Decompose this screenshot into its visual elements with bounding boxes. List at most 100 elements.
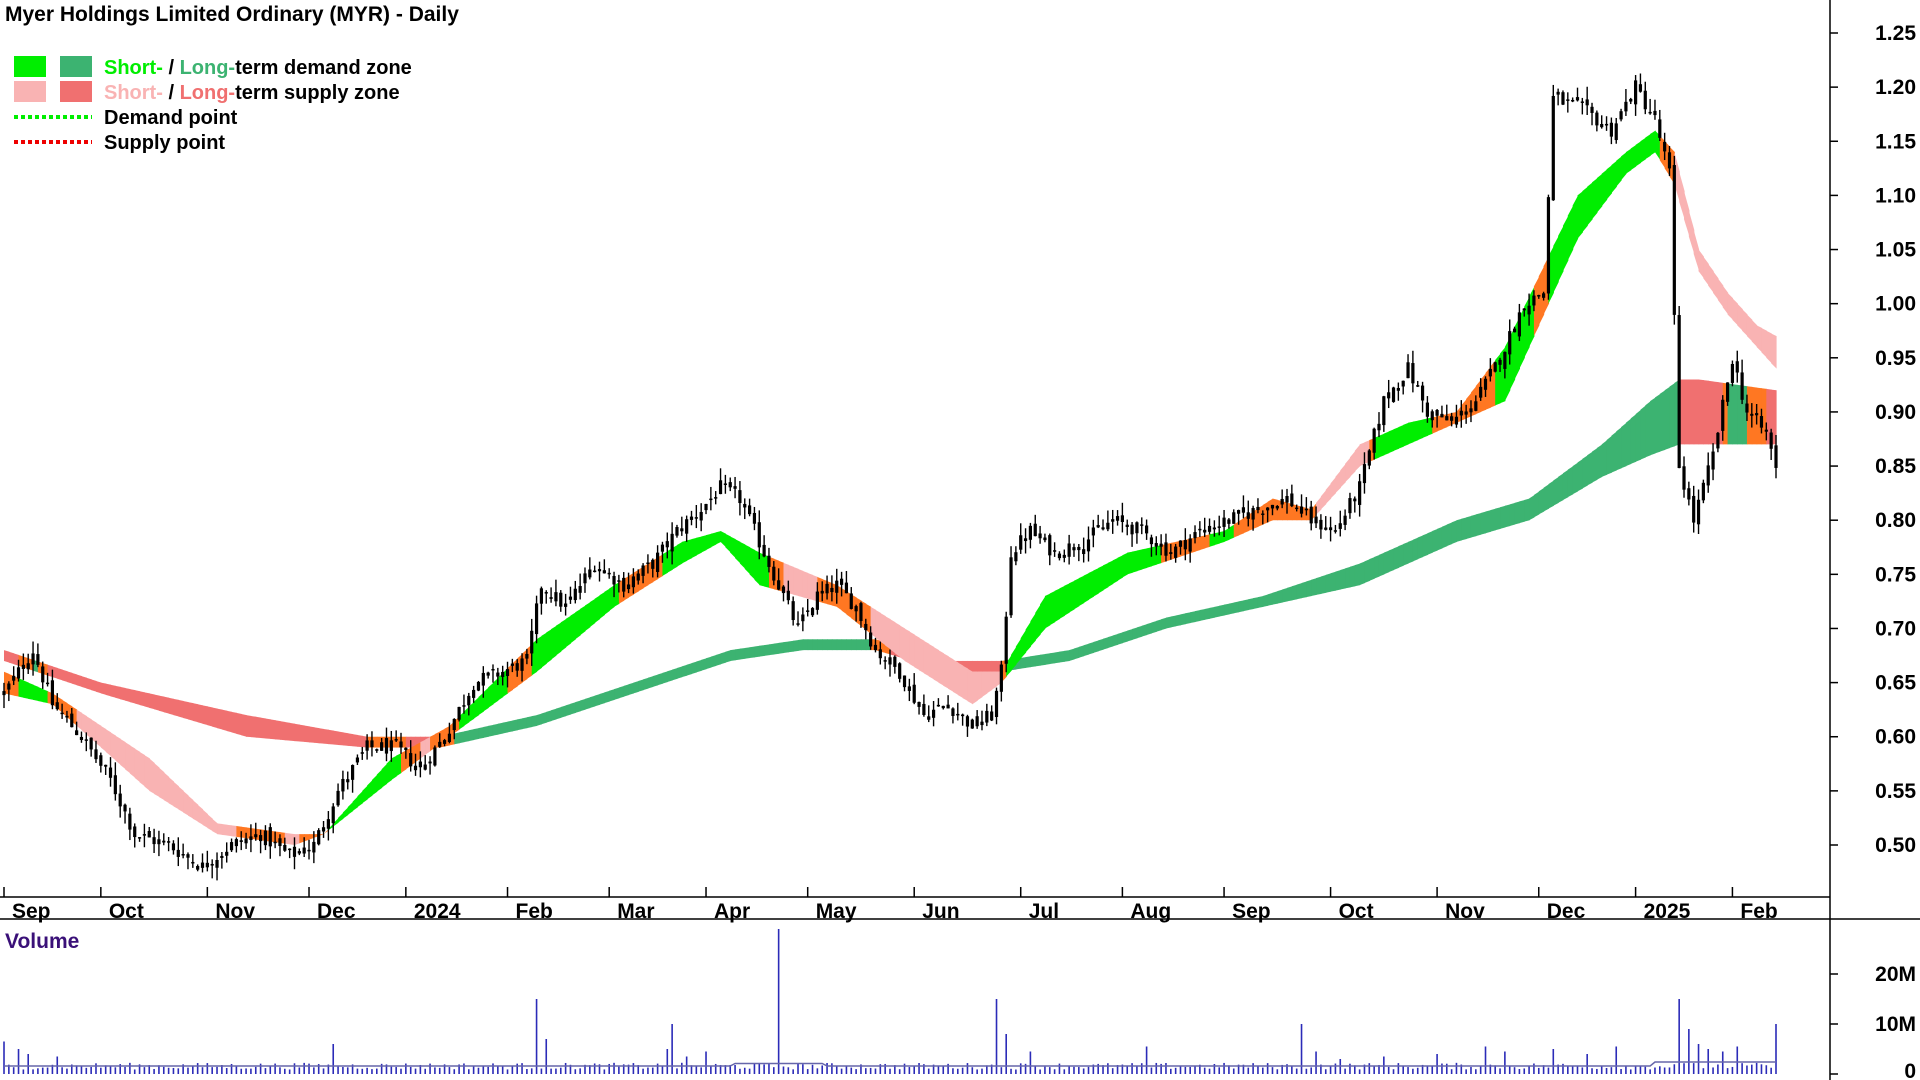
long-term-zone-band — [1596, 444, 1603, 480]
legend-swatch-short — [14, 81, 46, 102]
long-term-zone-band — [584, 697, 591, 710]
long-term-zone-band — [497, 722, 504, 735]
candle-body — [1769, 432, 1773, 449]
long-term-zone-band — [492, 723, 499, 736]
long-term-zone-band — [1388, 548, 1395, 573]
candle-body — [1600, 124, 1604, 128]
candle-body — [404, 747, 408, 751]
short-term-zone-band — [1025, 621, 1032, 653]
short-term-zone-band — [1606, 165, 1612, 200]
candle-body — [810, 608, 815, 616]
volume-tick-label: 20M — [1875, 963, 1916, 986]
candle-body — [1367, 450, 1371, 466]
candle-body — [549, 597, 553, 599]
candle-body — [196, 866, 200, 870]
long-term-zone-band — [1606, 435, 1612, 475]
long-term-zone-band — [1684, 379, 1690, 445]
long-term-zone-band — [1466, 515, 1472, 539]
long-term-zone-band — [1538, 487, 1545, 515]
short-term-zone-band — [241, 826, 247, 839]
x-tick-label: Apr — [714, 900, 750, 923]
short-term-zone-band — [1282, 501, 1288, 521]
short-term-zone-band — [715, 531, 722, 545]
candle-body — [1048, 535, 1052, 556]
long-term-zone-band — [546, 710, 552, 723]
long-term-zone-band — [1141, 624, 1148, 637]
short-term-zone-band — [299, 834, 305, 844]
short-term-zone-band — [425, 736, 431, 755]
long-term-zone-band — [618, 685, 625, 699]
candle-body — [588, 569, 592, 578]
candle-body — [1508, 331, 1512, 355]
long-term-zone-band — [4, 650, 10, 663]
short-term-zone-band — [870, 606, 877, 638]
short-term-zone-band — [1238, 518, 1245, 536]
candle-body — [1542, 293, 1546, 298]
candle-body — [1328, 527, 1333, 531]
short-term-zone-band — [183, 790, 189, 816]
short-term-zone-band — [720, 531, 726, 548]
short-term-zone-band — [42, 689, 49, 704]
candle-body — [133, 826, 137, 838]
candle-body — [1145, 525, 1149, 534]
long-term-zone-band — [1340, 568, 1346, 590]
candle-body — [786, 590, 790, 601]
candle-body — [1382, 396, 1386, 426]
candle-body — [1164, 542, 1168, 556]
candle-body — [283, 844, 287, 851]
short-term-zone-band — [115, 735, 121, 765]
short-term-zone-band — [1035, 604, 1041, 641]
zone-bands — [4, 130, 1777, 845]
long-term-zone-band — [1044, 653, 1051, 665]
long-term-zone-band — [594, 693, 601, 707]
long-term-zone-band — [817, 639, 823, 651]
x-tick-label: Oct — [109, 900, 144, 923]
long-term-zone-band — [1412, 537, 1419, 562]
short-term-zone-band — [81, 712, 87, 735]
long-term-zone-band — [633, 680, 639, 694]
legend-label-part: / — [163, 57, 180, 79]
short-term-zone-band — [609, 585, 615, 611]
short-term-zone-band — [914, 634, 920, 671]
long-term-zone-band — [1185, 612, 1191, 625]
candle-body — [1086, 539, 1091, 552]
y-tick-label: 1.05 — [1875, 239, 1916, 262]
legend-label-part: Short- — [104, 57, 163, 79]
candle-body — [55, 702, 59, 710]
candle-body — [820, 590, 824, 594]
candle-body — [36, 654, 40, 665]
long-term-zone-band — [531, 715, 538, 727]
short-term-zone-band — [1383, 431, 1390, 456]
legend-label-demand-point: Demand point — [104, 107, 238, 129]
short-term-zone-band — [952, 659, 959, 695]
candle-body — [244, 838, 248, 844]
candle-body — [1072, 547, 1076, 551]
long-term-zone-band — [1577, 458, 1583, 492]
short-term-zone-band — [1582, 186, 1588, 233]
short-term-zone-band — [415, 742, 421, 762]
long-term-zone-band — [313, 727, 320, 744]
x-tick-label: Nov — [1445, 900, 1485, 923]
short-term-zone-band — [1199, 535, 1206, 550]
short-term-zone-band — [923, 640, 930, 677]
long-term-zone-band — [255, 716, 262, 739]
legend-label: Short- / Long-term supply zone — [104, 82, 400, 104]
long-term-zone-band — [1519, 499, 1525, 524]
long-term-zone-band — [802, 639, 809, 651]
candle-body — [1479, 386, 1483, 398]
long-term-zone-band — [638, 679, 644, 692]
long-term-zone-band — [1054, 651, 1061, 664]
long-term-zone-band — [1078, 645, 1085, 658]
candle-body — [907, 686, 911, 691]
long-term-zone-band — [1688, 379, 1695, 445]
candle-body — [278, 838, 282, 847]
long-term-zone-band — [1175, 614, 1182, 627]
long-term-zone-band — [158, 695, 165, 713]
candle-body — [869, 632, 873, 647]
short-term-zone-band — [1422, 418, 1429, 438]
y-tick-label: 0.80 — [1875, 509, 1916, 532]
candle-body — [123, 804, 127, 812]
candle-body — [1387, 392, 1391, 399]
long-term-zone-band — [454, 732, 460, 745]
